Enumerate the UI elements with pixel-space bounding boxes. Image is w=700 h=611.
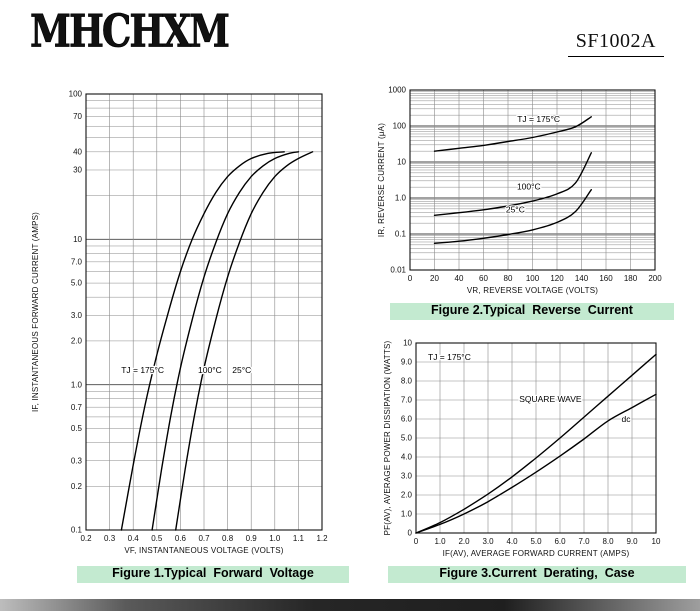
svg-text:4.0: 4.0	[401, 453, 413, 462]
svg-text:0.3: 0.3	[71, 456, 83, 465]
svg-text:dc: dc	[622, 414, 632, 424]
svg-text:3.0: 3.0	[71, 311, 83, 320]
svg-text:7.0: 7.0	[71, 257, 83, 266]
figure2-plot-canvas: 1000 100 10 1.0 0.1 0.010 20 40 60 80 100 120 140 160…	[377, 86, 662, 295]
svg-text:100: 100	[393, 122, 407, 131]
svg-text:0.1: 0.1	[71, 526, 83, 535]
svg-text:7.0: 7.0	[401, 396, 413, 405]
svg-text:40: 40	[73, 147, 82, 156]
svg-text:VR, REVERSE VOLTAGE (VOLTS): VR, REVERSE VOLTAGE (VOLTS)	[467, 286, 598, 295]
figure1-chart: 100 70 40 30 10 7.0 5.0 3.0 2.0 1.0 0.7 0.5 0.3 0.2 0.…	[8, 82, 358, 564]
svg-text:0.7: 0.7	[71, 403, 83, 412]
svg-text:3.0: 3.0	[482, 537, 494, 546]
part-number: SF1002A	[567, 30, 664, 57]
svg-text:6.0: 6.0	[554, 537, 566, 546]
svg-text:2.0: 2.0	[401, 491, 413, 500]
figure2-caption: Figure 2.Typical Reverse Current	[390, 303, 674, 320]
brand-logo: MHCHXM	[30, 4, 231, 58]
svg-text:1000: 1000	[388, 86, 406, 95]
svg-text:1.0: 1.0	[71, 380, 83, 389]
svg-text:9.0: 9.0	[626, 537, 638, 546]
svg-text:25°C: 25°C	[506, 204, 525, 214]
svg-text:0.5: 0.5	[151, 534, 163, 543]
svg-text:5.0: 5.0	[530, 537, 542, 546]
svg-text:100: 100	[69, 90, 83, 99]
svg-text:30: 30	[73, 166, 82, 175]
svg-text:160: 160	[599, 274, 613, 283]
svg-text:0.2: 0.2	[71, 482, 83, 491]
svg-text:TJ = 175°C: TJ = 175°C	[428, 352, 471, 362]
svg-text:10: 10	[652, 537, 661, 546]
figure3-chart: 10 9.0 8.0 7.0 6.0 5.0 4.0 3.0 2.0 1.0 0 0 1.0 2.0 3.0…	[372, 330, 700, 566]
svg-text:4.0: 4.0	[506, 537, 518, 546]
svg-text:3.0: 3.0	[401, 472, 413, 481]
svg-text:25°C: 25°C	[232, 365, 251, 375]
svg-text:0.01: 0.01	[390, 266, 406, 275]
svg-text:1.0: 1.0	[395, 194, 407, 203]
svg-text:100°C: 100°C	[517, 182, 541, 192]
figure2-chart: 1000 100 10 1.0 0.1 0.01 0 20 40 60 80 100 120 140 160…	[372, 78, 700, 308]
svg-text:8.0: 8.0	[401, 377, 413, 386]
svg-text:1.0: 1.0	[401, 510, 413, 519]
svg-text:0.4: 0.4	[128, 534, 140, 543]
svg-text:200: 200	[648, 274, 662, 283]
svg-text:0.5: 0.5	[71, 424, 83, 433]
svg-text:PF(AV), AVERAGE POWER DISSIPAT: PF(AV), AVERAGE POWER DISSIPATION (WATTS…	[383, 341, 392, 536]
svg-text:70: 70	[73, 112, 82, 121]
svg-text:40: 40	[455, 274, 464, 283]
svg-text:2.0: 2.0	[458, 537, 470, 546]
svg-text:0.7: 0.7	[198, 534, 210, 543]
svg-text:60: 60	[479, 274, 488, 283]
figure1-caption: Figure 1.Typical Forward Voltage	[77, 566, 349, 583]
svg-text:SQUARE WAVE: SQUARE WAVE	[519, 394, 582, 404]
svg-text:1.0: 1.0	[269, 534, 281, 543]
svg-text:10: 10	[397, 158, 406, 167]
svg-text:0: 0	[408, 529, 413, 538]
svg-text:0.9: 0.9	[246, 534, 258, 543]
svg-text:0.6: 0.6	[175, 534, 187, 543]
svg-text:0: 0	[414, 537, 419, 546]
svg-text:IF, INSTANTANEOUS FORWARD CURR: IF, INSTANTANEOUS FORWARD CURRENT (AMPS)	[31, 212, 40, 412]
figure3-plot-canvas: 10 9.0 8.0 7.0 6.0 5.0 4.0 3.0 2.0 1.0 00 1.0 2.0 3.0…	[383, 339, 661, 558]
svg-text:0.8: 0.8	[222, 534, 234, 543]
svg-text:VF, INSTANTANEOUS VOLTAGE (VOL: VF, INSTANTANEOUS VOLTAGE (VOLTS)	[124, 546, 283, 555]
svg-text:5.0: 5.0	[401, 434, 413, 443]
svg-text:IF(AV), AVERAGE FORWARD CURREN: IF(AV), AVERAGE FORWARD CURRENT (AMPS)	[443, 549, 630, 558]
svg-text:5.0: 5.0	[71, 279, 83, 288]
svg-text:180: 180	[624, 274, 638, 283]
svg-text:80: 80	[504, 274, 513, 283]
svg-text:10: 10	[73, 235, 82, 244]
svg-text:120: 120	[550, 274, 564, 283]
svg-text:TJ = 175°C: TJ = 175°C	[121, 365, 164, 375]
svg-text:7.0: 7.0	[578, 537, 590, 546]
svg-text:1.1: 1.1	[293, 534, 305, 543]
svg-text:0.2: 0.2	[80, 534, 92, 543]
svg-text:IR, REVERSE CURRENT (μA): IR, REVERSE CURRENT (μA)	[377, 123, 386, 237]
svg-text:TJ = 175°C: TJ = 175°C	[517, 114, 560, 124]
svg-text:20: 20	[430, 274, 439, 283]
svg-text:140: 140	[575, 274, 589, 283]
svg-text:2.0: 2.0	[71, 337, 83, 346]
svg-text:1.0: 1.0	[434, 537, 446, 546]
svg-text:0.1: 0.1	[395, 230, 407, 239]
svg-text:6.0: 6.0	[401, 415, 413, 424]
svg-text:100: 100	[526, 274, 540, 283]
svg-text:8.0: 8.0	[602, 537, 614, 546]
figure3-caption: Figure 3.Current Derating, Case	[388, 566, 686, 583]
svg-text:10: 10	[403, 339, 412, 348]
figure1-plot-canvas: 100704030107.05.03.02.01.00.70.50.30.20.…	[31, 90, 328, 555]
svg-text:0: 0	[408, 274, 413, 283]
svg-text:100°C: 100°C	[198, 365, 222, 375]
footer-strip	[0, 599, 700, 611]
svg-text:1.2: 1.2	[316, 534, 328, 543]
svg-text:0.3: 0.3	[104, 534, 116, 543]
svg-text:9.0: 9.0	[401, 358, 413, 367]
